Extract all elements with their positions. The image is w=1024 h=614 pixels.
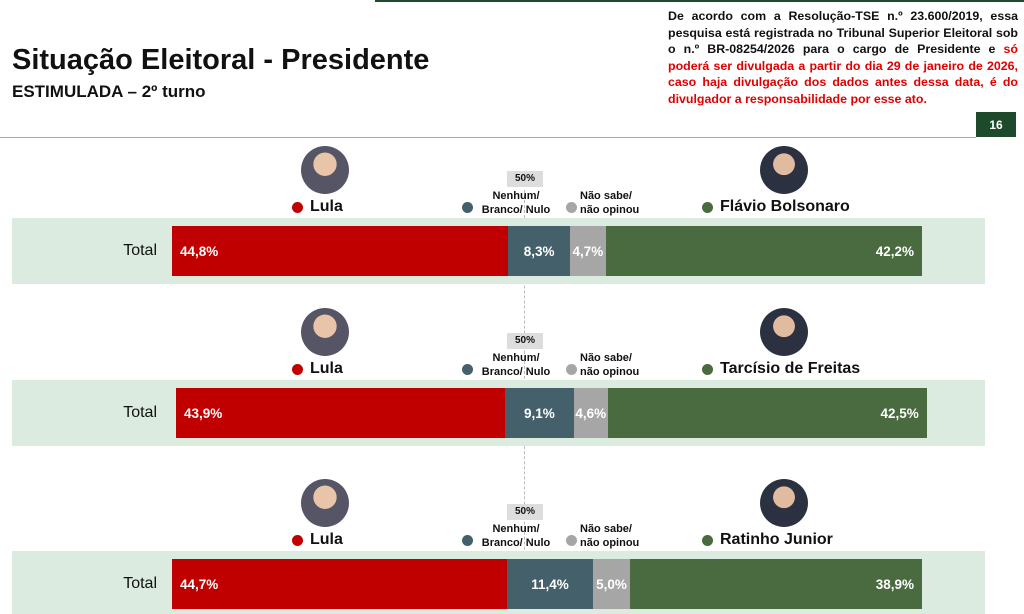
legend-swatch: [292, 535, 303, 546]
value-label: 4,7%: [572, 243, 604, 259]
legend-swatch: [462, 535, 473, 546]
legend-swatch: [702, 202, 713, 213]
bar-segment: [605, 226, 922, 276]
notice-text: De acordo com a Resolução-TSE n.º 23.600…: [668, 9, 1018, 56]
legend-swatch: [702, 364, 713, 375]
header-rule: [0, 137, 976, 138]
legend-swatch: [462, 202, 473, 213]
bar-segment: [570, 226, 606, 276]
value-label: 9,1%: [523, 405, 555, 421]
legend-swatch: [566, 535, 577, 546]
top-rule: [375, 0, 1024, 2]
legend-label: Não sabe/ não opinou: [580, 190, 640, 216]
category-label: Total: [123, 242, 157, 259]
bar-segment: [592, 559, 631, 609]
notice-highlight: só poderá ser divulgada a partir do dia …: [668, 42, 1018, 106]
value-label: 44,7%: [180, 576, 219, 592]
midline-label: 50%: [507, 333, 543, 349]
bar-segment: [608, 388, 927, 438]
value-label: 8,3%: [523, 243, 555, 259]
legend-swatch: [566, 202, 577, 213]
photo: [301, 479, 349, 527]
legend-label: Tarcísio de Freitas: [720, 360, 861, 377]
bar-segment: [507, 559, 593, 609]
subtitle: ESTIMULADA – 2º turno: [12, 82, 206, 101]
category-label: Total: [123, 404, 157, 421]
page-number: 16: [976, 112, 1016, 137]
value-label: 11,4%: [531, 576, 569, 592]
value-label: 38,9%: [875, 576, 914, 592]
photo: [301, 146, 349, 194]
photo: [760, 308, 808, 356]
bar-segment: [630, 559, 922, 609]
bar-segment: [505, 388, 574, 438]
bar-segment: [172, 226, 508, 276]
value-label: 42,5%: [880, 405, 919, 421]
legend-swatch: [566, 364, 577, 375]
category-label: Total: [123, 575, 157, 592]
legend-label: Não sabe/ não opinou: [580, 523, 640, 549]
legend-label: Lula: [310, 531, 343, 548]
bar-segment: [176, 388, 506, 438]
legend-swatch: [292, 202, 303, 213]
photo: [760, 479, 808, 527]
legend-label: Nenhum/ Branco/ Nulo: [481, 190, 551, 216]
bar-segment: [573, 388, 608, 438]
legend-swatch: [292, 364, 303, 375]
legend-label: Flávio Bolsonaro: [720, 198, 850, 215]
value-label: 44,8%: [180, 243, 219, 259]
legend-label: Não sabe/ não opinou: [580, 352, 640, 378]
midline-label: 50%: [507, 504, 543, 520]
title: Situação Eleitoral - Presidente: [12, 44, 430, 76]
value-label: 43,9%: [184, 405, 223, 421]
value-label: 4,6%: [575, 405, 607, 421]
value-label: 42,2%: [875, 243, 914, 259]
midline-label: 50%: [507, 171, 543, 187]
legend-swatch: [702, 535, 713, 546]
bar-segment: [508, 226, 571, 276]
legend-label: Lula: [310, 198, 343, 215]
legend-label: Lula: [310, 360, 343, 377]
value-label: 5,0%: [596, 576, 627, 592]
legal-notice: De acordo com a Resolução-TSE n.º 23.600…: [668, 8, 1018, 107]
photo: [301, 308, 349, 356]
photo: [760, 146, 808, 194]
legend-label: Nenhum/ Branco/ Nulo: [481, 523, 551, 549]
legend-label: Ratinho Junior: [720, 531, 833, 548]
bar-segment: [172, 559, 508, 609]
legend-label: Nenhum/ Branco/ Nulo: [481, 352, 551, 378]
legend-swatch: [462, 364, 473, 375]
